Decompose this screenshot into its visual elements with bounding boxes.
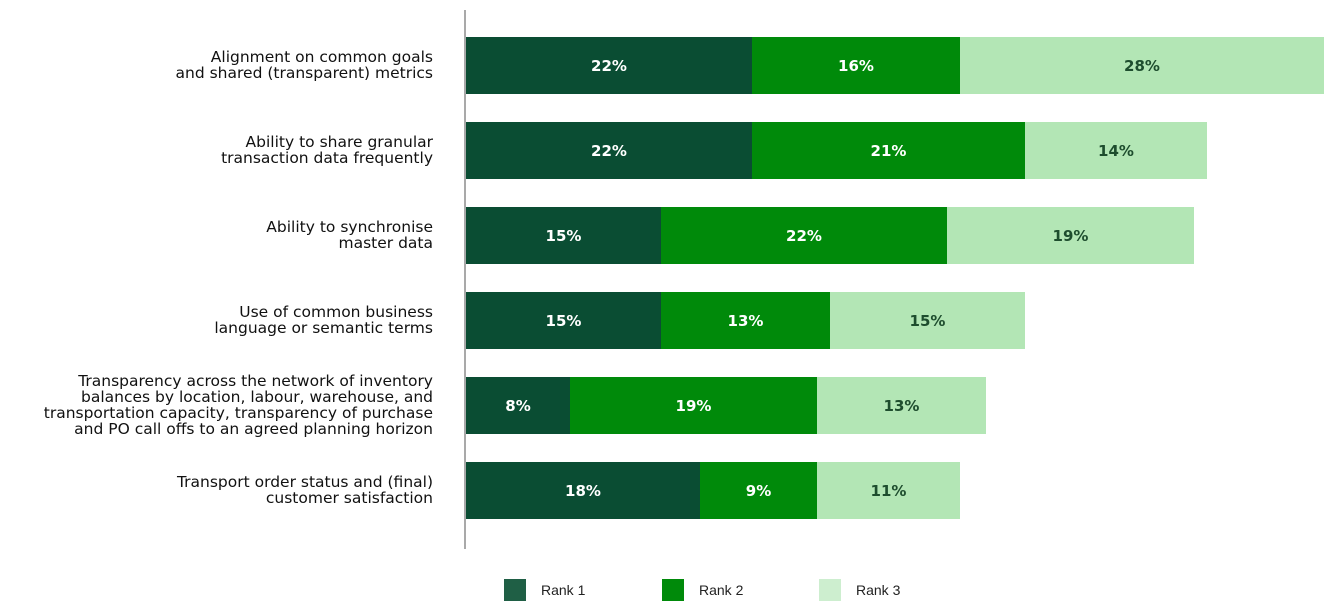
data-label: 22% — [786, 226, 822, 245]
legend-label: Rank 2 — [699, 582, 744, 598]
data-label: 22% — [591, 56, 627, 75]
data-label: 13% — [883, 396, 920, 415]
bar-segment-rank-2: 19% — [570, 377, 817, 434]
data-label: 15% — [909, 311, 946, 330]
data-label: 28% — [1124, 56, 1160, 75]
category-label: Ability to share granular transaction da… — [221, 132, 433, 167]
bar-segment-rank-1: 22% — [466, 37, 752, 94]
bar-segment-rank-3: 19% — [947, 207, 1194, 264]
bar-segment-rank-3: 14% — [1025, 122, 1207, 179]
legend-item: Rank 1 — [504, 579, 585, 601]
data-label: 15% — [545, 226, 582, 245]
bar-segment-rank-1: 15% — [466, 292, 661, 349]
bar-segment-rank-2: 9% — [700, 462, 817, 519]
bar-segment-rank-2: 21% — [752, 122, 1025, 179]
data-label: 15% — [545, 311, 582, 330]
data-label: 21% — [870, 141, 907, 160]
data-label: 9% — [745, 481, 772, 500]
data-label: 8% — [505, 396, 531, 415]
data-label: 22% — [591, 141, 627, 160]
legend-item: Rank 2 — [662, 579, 743, 601]
legend: Rank 1 Rank 2 Rank 3 — [0, 579, 1328, 601]
data-label: 16% — [838, 56, 874, 75]
bar-segment-rank-1: 15% — [466, 207, 661, 264]
legend-label: Rank 3 — [856, 582, 901, 598]
data-label: 19% — [675, 396, 712, 415]
bar-segment-rank-3: 13% — [817, 377, 986, 434]
bar-segment-rank-3: 15% — [830, 292, 1025, 349]
bar-segment-rank-2: 16% — [752, 37, 960, 94]
bar-segment-rank-2: 22% — [661, 207, 947, 264]
bar-segment-rank-1: 18% — [466, 462, 700, 519]
data-label: 14% — [1098, 141, 1134, 160]
category-axis-line — [464, 10, 466, 549]
bar-segment-rank-1: 22% — [466, 122, 752, 179]
legend-swatch — [662, 579, 684, 601]
category-label: Alignment on common goals and shared (tr… — [175, 47, 433, 82]
data-label: 11% — [870, 481, 907, 500]
legend-swatch — [819, 579, 841, 601]
legend-item: Rank 3 — [819, 579, 900, 601]
bar-segment-rank-3: 11% — [817, 462, 960, 519]
category-label: Use of common business language or seman… — [214, 302, 433, 337]
data-label: 13% — [727, 311, 764, 330]
bar-segment-rank-3: 28% — [960, 37, 1324, 94]
legend-label: Rank 1 — [541, 582, 586, 598]
data-label: 19% — [1052, 226, 1089, 245]
category-label: Ability to synchronise master data — [266, 217, 433, 252]
bar-segment-rank-2: 13% — [661, 292, 830, 349]
data-label: 18% — [565, 481, 601, 500]
bar-segment-rank-1: 8% — [466, 377, 570, 434]
category-label: Transparency across the network of inven… — [43, 371, 433, 438]
legend-swatch — [504, 579, 526, 601]
category-label: Transport order status and (final) custo… — [176, 472, 433, 507]
